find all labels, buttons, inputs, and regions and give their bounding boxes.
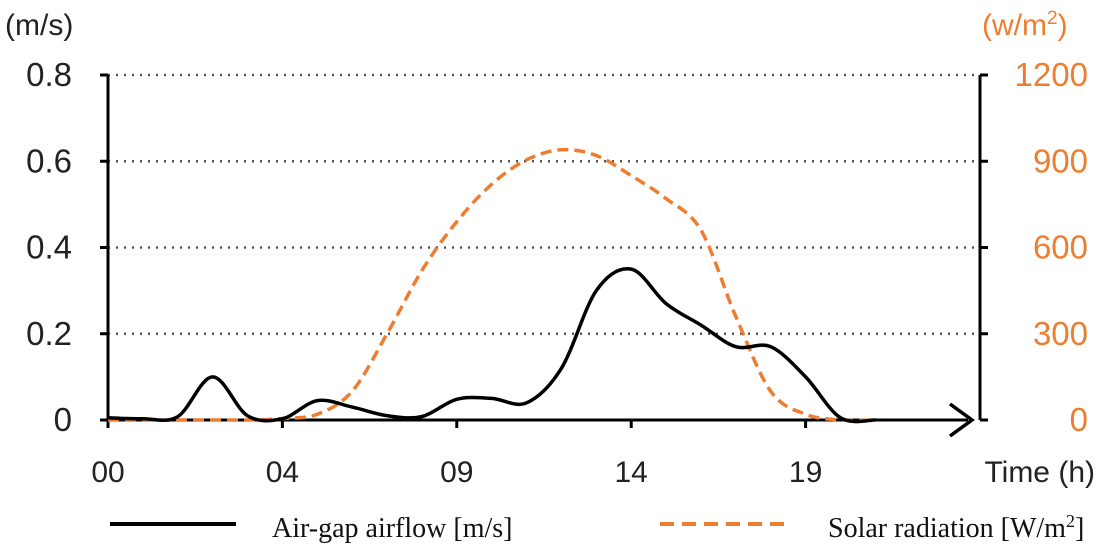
right-tick-label: 600 <box>1033 229 1088 266</box>
x-tick-label: 14 <box>615 456 648 489</box>
right-tick-label: 300 <box>1033 315 1088 352</box>
gridlines <box>108 73 980 335</box>
series-line-solar <box>107 147 876 423</box>
left-tick-label: 0.6 <box>26 142 72 179</box>
series-line-airflow <box>107 266 876 424</box>
right-tick-label: 900 <box>1033 142 1088 179</box>
right-tick-label: 1200 <box>1015 56 1088 93</box>
legend: Air-gap airflow [m/s] Solar radiation [W… <box>110 511 1084 544</box>
right-tick-label: 0 <box>1070 401 1088 438</box>
series <box>107 147 876 424</box>
x-tick-label: 00 <box>91 456 124 489</box>
left-tick-label: 0.2 <box>26 315 72 352</box>
right-axis-ticks: 0 300 600 900 1200 <box>980 56 1088 438</box>
x-tick-label: 19 <box>789 456 822 489</box>
x-tick-label: 09 <box>440 456 473 489</box>
left-tick-label: 0.4 <box>26 229 72 266</box>
x-tick-label: 04 <box>266 456 299 489</box>
left-tick-label: 0.8 <box>26 56 72 93</box>
x-ticks: 00 04 09 14 19 <box>91 420 822 489</box>
left-axis-unit: (m/s) <box>5 9 73 42</box>
legend-label-solar: Solar radiation [W/m2] <box>828 511 1084 544</box>
x-axis-label: Time (h) <box>984 456 1095 489</box>
left-tick-label: 0 <box>54 401 72 438</box>
right-axis-unit: (w/m2) <box>982 8 1068 42</box>
left-axis-ticks: 0 0.2 0.4 0.6 0.8 <box>26 56 108 438</box>
x-axis-arrowhead <box>948 402 975 438</box>
legend-label-airflow: Air-gap airflow [m/s] <box>272 513 512 544</box>
